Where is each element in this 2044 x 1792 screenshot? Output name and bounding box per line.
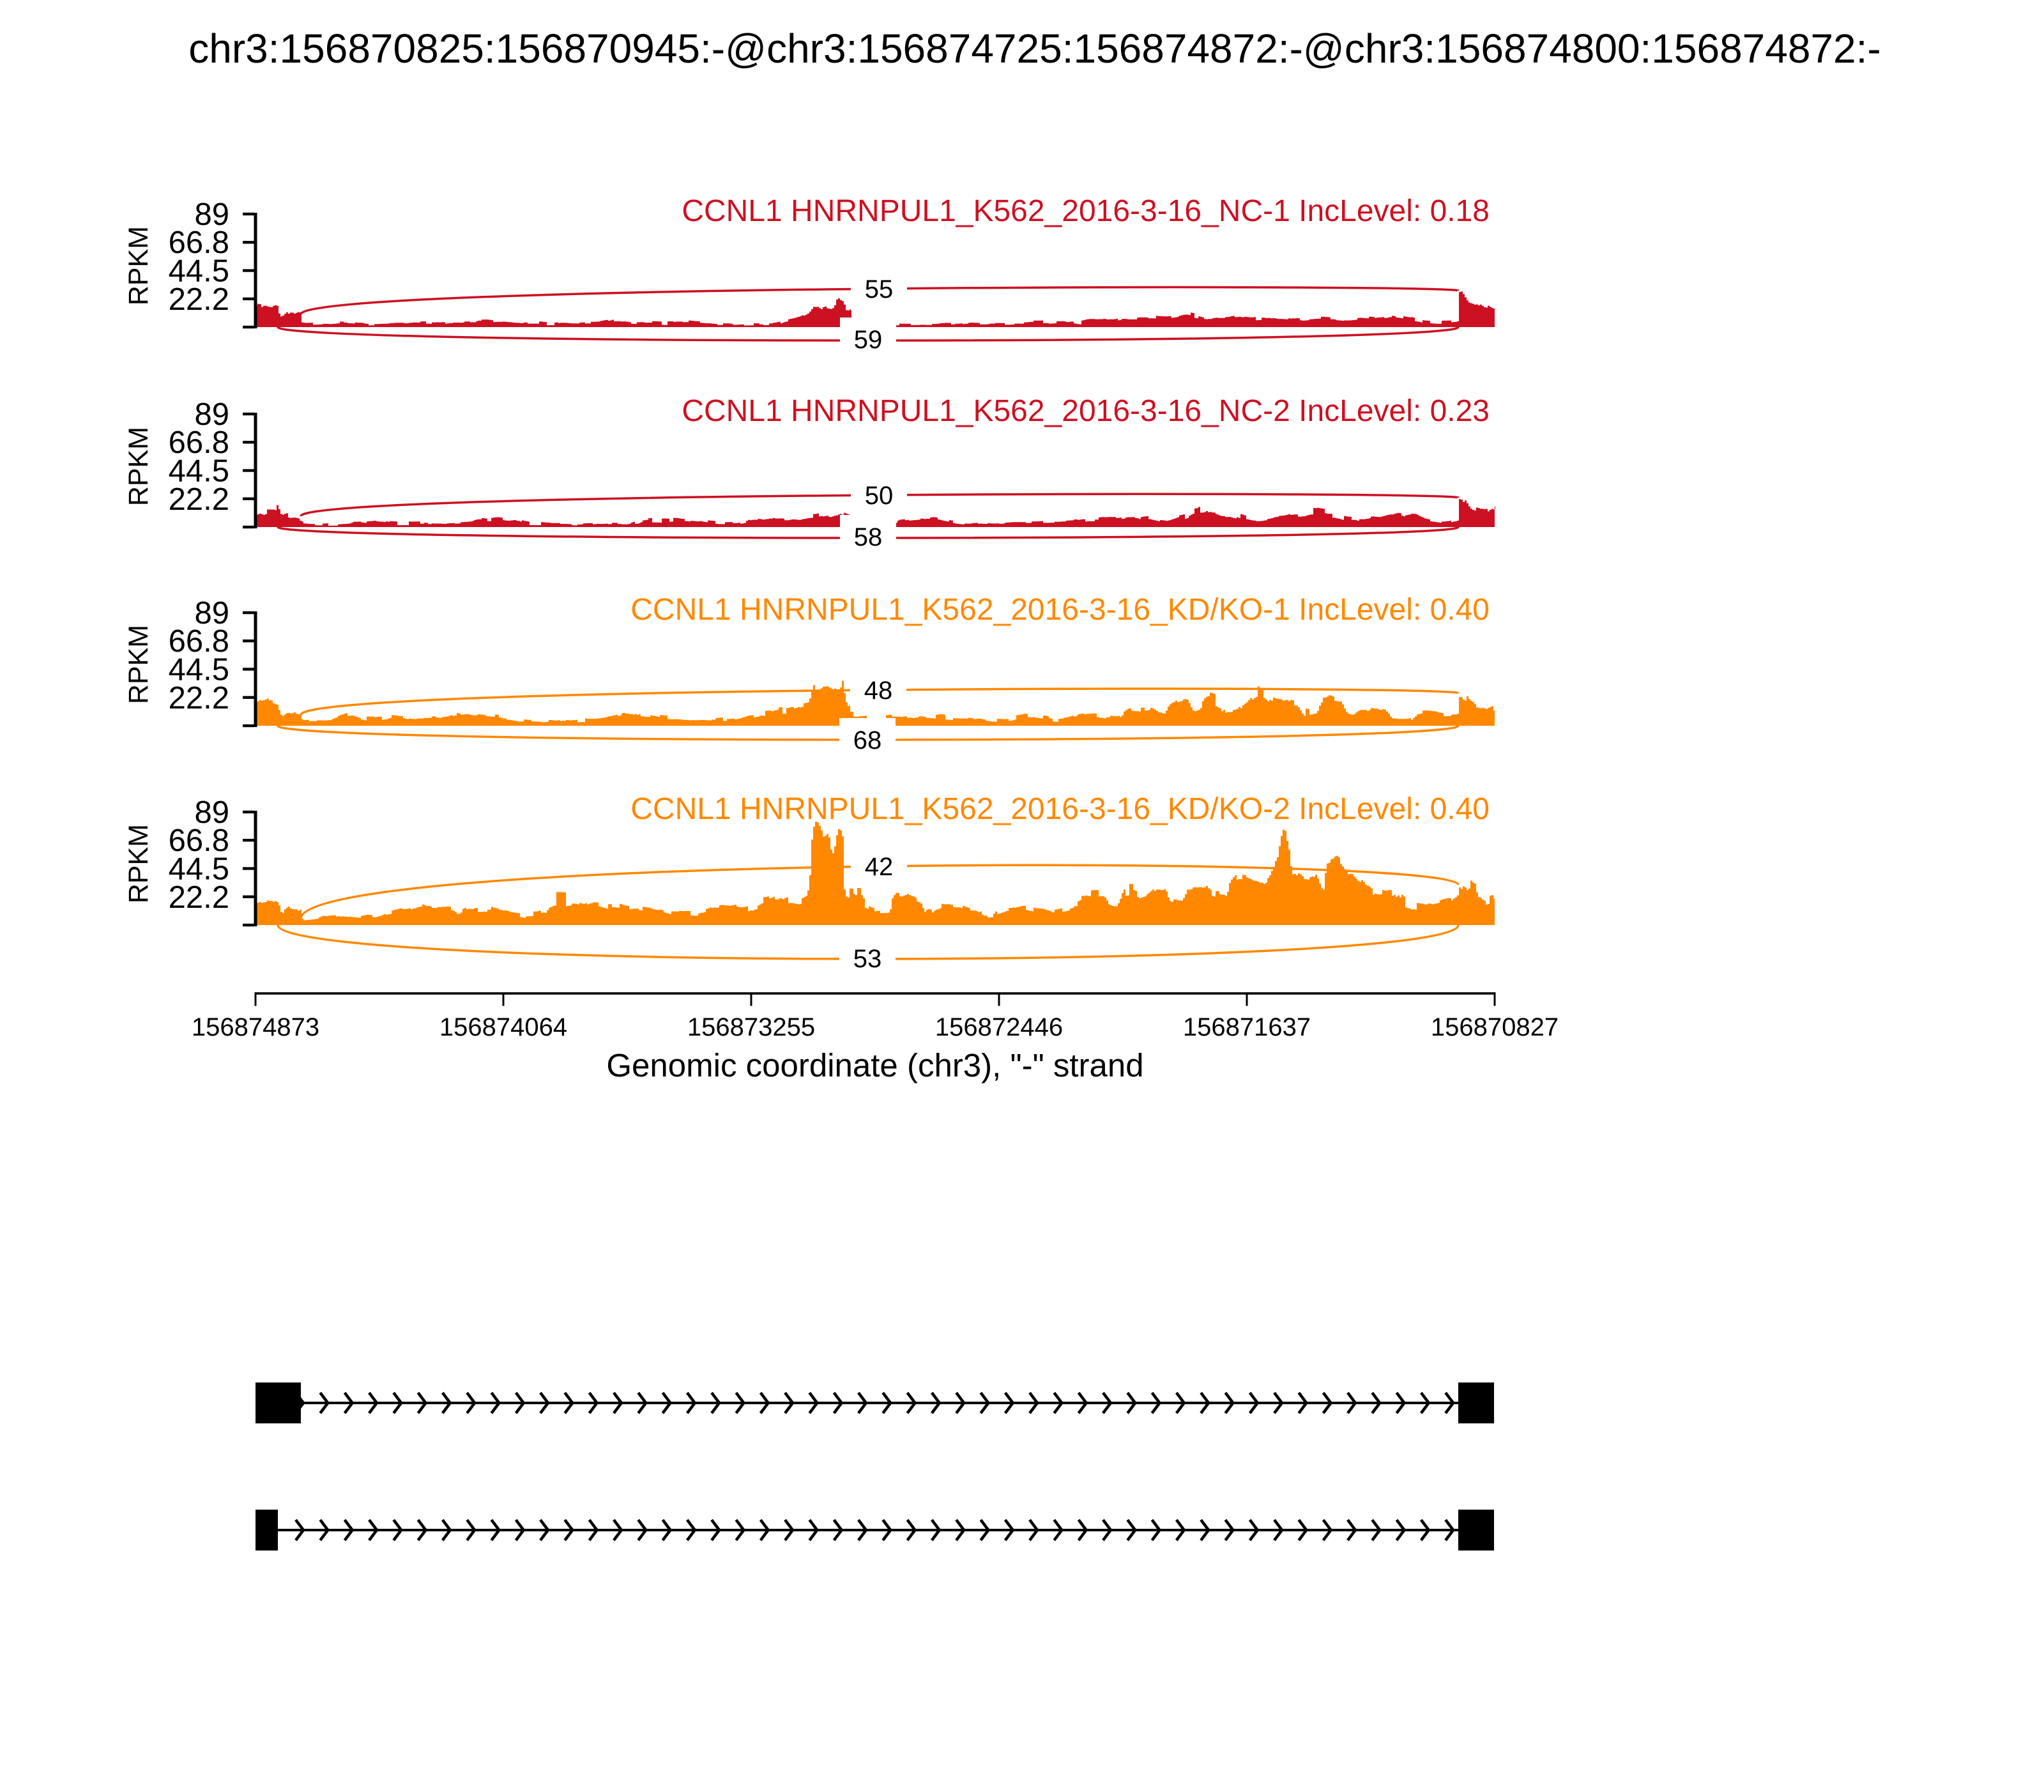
svg-text:156871637: 156871637 — [1183, 1013, 1311, 1041]
svg-text:66.8: 66.8 — [169, 823, 229, 858]
svg-text:66.8: 66.8 — [169, 624, 229, 659]
svg-text:CCNL1 HNRNPUL1_K562_2016-3-16_: CCNL1 HNRNPUL1_K562_2016-3-16_KD/KO-1 In… — [630, 593, 1490, 627]
svg-text:chr3:156870825:156870945:-@chr: chr3:156870825:156870945:-@chr3:15687472… — [188, 26, 1880, 72]
svg-text:66.8: 66.8 — [169, 226, 229, 260]
svg-text:CCNL1 HNRNPUL1_K562_2016-3-16_: CCNL1 HNRNPUL1_K562_2016-3-16_NC-2 IncLe… — [682, 394, 1490, 428]
svg-text:89: 89 — [194, 795, 229, 830]
svg-text:156872446: 156872446 — [935, 1013, 1063, 1041]
svg-text:59: 59 — [854, 326, 883, 354]
svg-text:RPKM: RPKM — [123, 226, 154, 305]
svg-text:156874064: 156874064 — [439, 1013, 567, 1041]
svg-text:66.8: 66.8 — [169, 425, 229, 460]
svg-text:44.5: 44.5 — [169, 254, 229, 289]
svg-text:42: 42 — [865, 853, 894, 881]
svg-text:44.5: 44.5 — [169, 653, 229, 687]
svg-text:RPKM: RPKM — [123, 625, 154, 704]
svg-text:89: 89 — [194, 197, 229, 232]
svg-text:CCNL1 HNRNPUL1_K562_2016-3-16_: CCNL1 HNRNPUL1_K562_2016-3-16_NC-1 IncLe… — [682, 194, 1490, 228]
svg-text:58: 58 — [854, 523, 883, 551]
svg-text:156874873: 156874873 — [192, 1013, 319, 1041]
svg-text:RPKM: RPKM — [123, 427, 154, 506]
svg-text:50: 50 — [865, 482, 894, 510]
svg-text:55: 55 — [865, 275, 894, 303]
svg-text:22.2: 22.2 — [169, 282, 229, 317]
svg-text:Genomic coordinate (chr3), "-": Genomic coordinate (chr3), "-" strand — [606, 1047, 1143, 1084]
svg-text:22.2: 22.2 — [169, 681, 229, 716]
svg-text:CCNL1 HNRNPUL1_K562_2016-3-16_: CCNL1 HNRNPUL1_K562_2016-3-16_KD/KO-2 In… — [630, 792, 1490, 826]
svg-text:156870827: 156870827 — [1431, 1013, 1559, 1041]
svg-text:89: 89 — [194, 397, 229, 432]
svg-text:48: 48 — [864, 677, 893, 705]
svg-text:22.2: 22.2 — [169, 880, 229, 915]
svg-text:44.5: 44.5 — [169, 852, 229, 887]
svg-text:68: 68 — [853, 726, 882, 754]
svg-text:89: 89 — [194, 596, 229, 631]
svg-text:53: 53 — [853, 945, 882, 973]
svg-text:44.5: 44.5 — [169, 454, 229, 489]
svg-text:22.2: 22.2 — [169, 482, 229, 517]
svg-text:156873255: 156873255 — [687, 1013, 815, 1041]
svg-text:RPKM: RPKM — [123, 824, 154, 903]
